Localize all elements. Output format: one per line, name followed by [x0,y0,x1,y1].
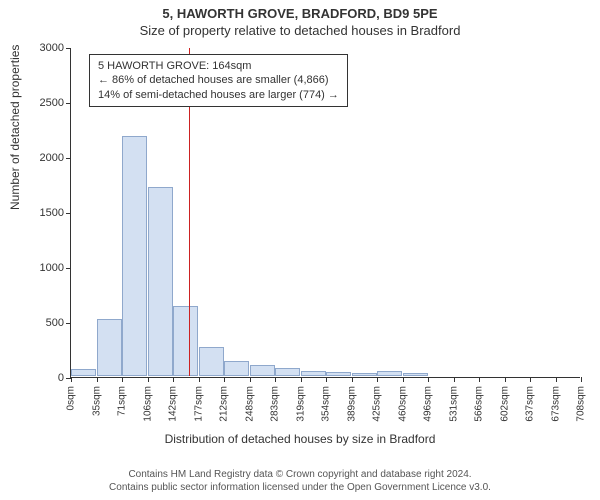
chart-area: 0500100015002000250030000sqm35sqm71sqm10… [70,48,580,378]
info-line1: 5 HAWORTH GROVE: 164sqm [98,59,339,73]
y-tick-mark [66,268,71,269]
x-tick-label: 0sqm [66,386,77,410]
histogram-bar [199,347,224,376]
x-tick-mark [301,377,302,382]
histogram-bar [224,361,249,376]
histogram-bar [148,187,173,376]
y-tick-label: 2000 [24,152,64,164]
chart-container: 5, HAWORTH GROVE, BRADFORD, BD9 5PE Size… [0,0,600,500]
x-tick-mark [530,377,531,382]
y-tick-label: 1500 [24,207,64,219]
x-tick-mark [403,377,404,382]
x-tick-mark [148,377,149,382]
x-tick-label: 106sqm [142,386,153,422]
y-tick-label: 0 [24,372,64,384]
x-tick-mark [122,377,123,382]
histogram-bar [275,368,300,376]
y-tick-label: 1000 [24,262,64,274]
x-tick-mark [505,377,506,382]
histogram-bar [122,136,147,376]
y-tick-label: 2500 [24,97,64,109]
y-tick-label: 500 [24,317,64,329]
x-tick-label: 248sqm [244,386,255,422]
chart-title-address: 5, HAWORTH GROVE, BRADFORD, BD9 5PE [0,0,600,21]
x-tick-label: 602sqm [499,386,510,422]
x-tick-label: 35sqm [91,386,102,416]
x-tick-mark [199,377,200,382]
chart-subtitle: Size of property relative to detached ho… [0,21,600,42]
info-line2: ← 86% of detached houses are smaller (4,… [98,73,339,87]
x-tick-label: 637sqm [525,386,536,422]
y-axis-label: Number of detached properties [8,45,22,210]
x-tick-label: 71sqm [117,386,128,416]
x-tick-mark [479,377,480,382]
x-tick-label: 566sqm [474,386,485,422]
footer-attribution: Contains HM Land Registry data © Crown c… [0,468,600,494]
x-tick-mark [428,377,429,382]
x-tick-mark [581,377,582,382]
x-tick-mark [173,377,174,382]
x-tick-label: 708sqm [576,386,587,422]
histogram-bar [173,306,198,376]
x-tick-label: 212sqm [219,386,230,422]
histogram-bar [250,365,275,376]
x-tick-label: 142sqm [168,386,179,422]
histogram-bar [326,372,351,376]
y-tick-label: 3000 [24,42,64,54]
x-tick-mark [352,377,353,382]
x-tick-mark [326,377,327,382]
footer-line2: Contains public sector information licen… [0,481,600,494]
x-tick-label: 425sqm [372,386,383,422]
x-tick-mark [275,377,276,382]
x-tick-label: 496sqm [423,386,434,422]
histogram-bar [301,371,326,377]
histogram-bar [97,319,122,376]
x-tick-mark [454,377,455,382]
x-tick-label: 673sqm [550,386,561,422]
x-tick-label: 354sqm [321,386,332,422]
info-line3: 14% of semi-detached houses are larger (… [98,88,339,102]
x-tick-label: 177sqm [193,386,204,422]
y-tick-mark [66,213,71,214]
y-tick-mark [66,48,71,49]
histogram-bar [71,369,96,376]
x-tick-label: 531sqm [448,386,459,422]
x-tick-label: 319sqm [295,386,306,422]
x-tick-label: 389sqm [346,386,357,422]
footer-line1: Contains HM Land Registry data © Crown c… [0,468,600,481]
histogram-bar [352,373,377,376]
x-tick-mark [97,377,98,382]
y-tick-mark [66,103,71,104]
histogram-bar [403,373,428,376]
x-tick-mark [250,377,251,382]
x-tick-label: 460sqm [397,386,408,422]
info-box: 5 HAWORTH GROVE: 164sqm← 86% of detached… [89,54,348,107]
x-tick-mark [377,377,378,382]
x-axis-label: Distribution of detached houses by size … [0,432,600,446]
y-tick-mark [66,158,71,159]
plot-region: 0500100015002000250030000sqm35sqm71sqm10… [70,48,580,378]
x-tick-mark [556,377,557,382]
x-tick-label: 283sqm [270,386,281,422]
x-tick-mark [71,377,72,382]
y-tick-mark [66,323,71,324]
x-tick-mark [224,377,225,382]
histogram-bar [377,371,402,377]
